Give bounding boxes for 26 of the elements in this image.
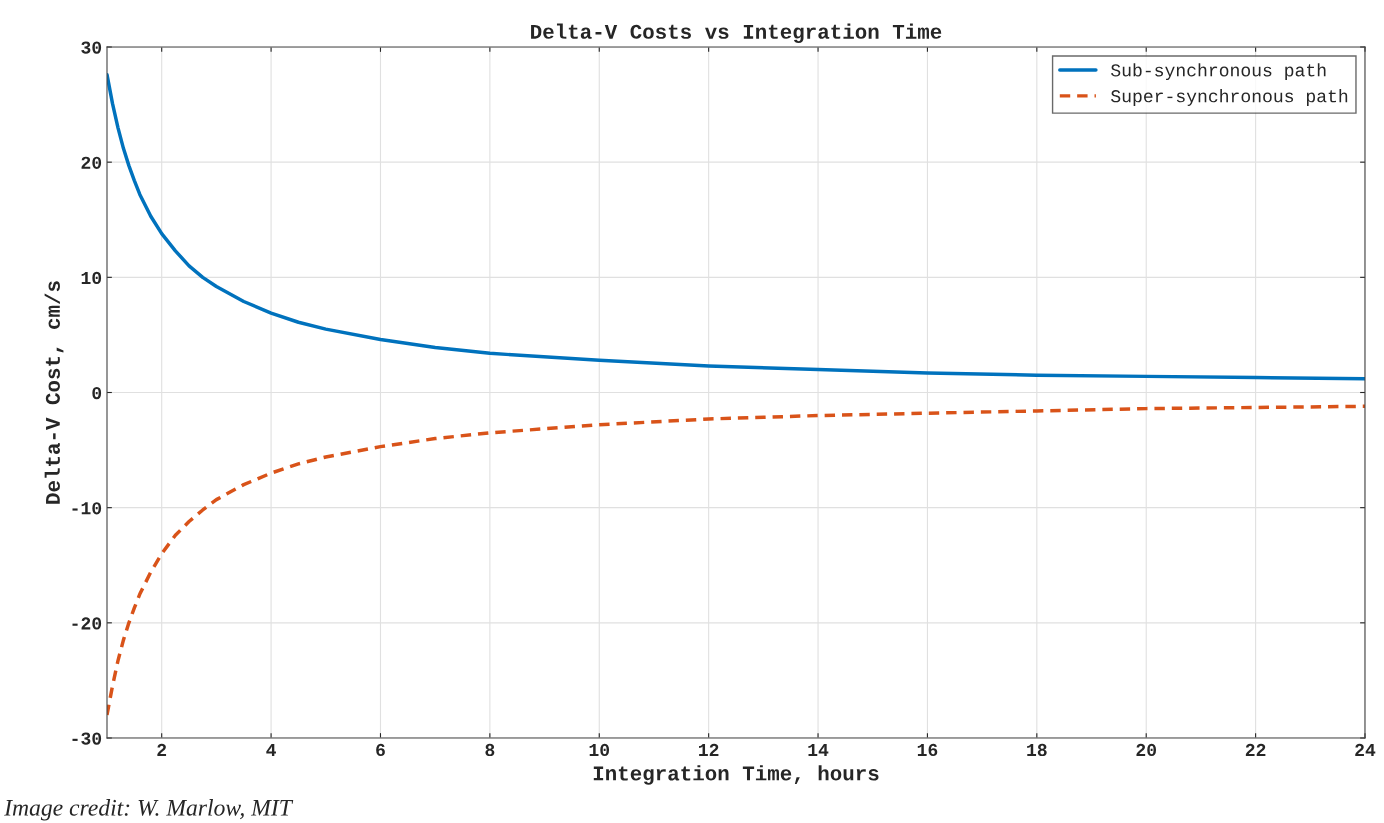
line-series — [107, 404, 1365, 717]
x-tick-label: 20 — [1136, 743, 1157, 757]
x-tick-label: 4 — [266, 744, 276, 756]
y-tick-label: 0 — [92, 386, 102, 400]
y-tick-label: 20 — [81, 156, 102, 169]
x-tick-label: 18 — [1027, 743, 1047, 757]
y-tick-label: -30 — [72, 732, 102, 745]
y-tick-label: 30 — [81, 41, 102, 54]
x-tick-label: 16 — [917, 743, 938, 757]
x-tick-label: 8 — [485, 743, 495, 757]
x-tick-label: 6 — [376, 743, 385, 757]
text: Image credit: W. Marlow, MIT — [4, 799, 294, 821]
x-axis-title: Integration Time, hours — [593, 765, 879, 785]
y-tick-label: 10 — [81, 271, 102, 285]
y-axis-title: Delta-V Cost, cm/s — [44, 281, 64, 504]
x-tick-label: 12 — [699, 743, 719, 756]
chart-title: Delta-V Costs vs Integration Time — [531, 23, 942, 44]
x-tick-label: 10 — [589, 743, 610, 757]
y-tick-label: -20 — [72, 617, 102, 630]
legend-label: Sub-synchronous path — [1111, 63, 1326, 81]
y-tick-label: -10 — [72, 502, 102, 515]
x-tick-label: 2 — [157, 743, 167, 756]
x-tick-label: 14 — [808, 744, 829, 756]
x-tick-label: 22 — [1245, 743, 1266, 756]
legend-label: Super-synchronous path — [1111, 89, 1348, 106]
x-tick-label: 24 — [1355, 743, 1376, 756]
